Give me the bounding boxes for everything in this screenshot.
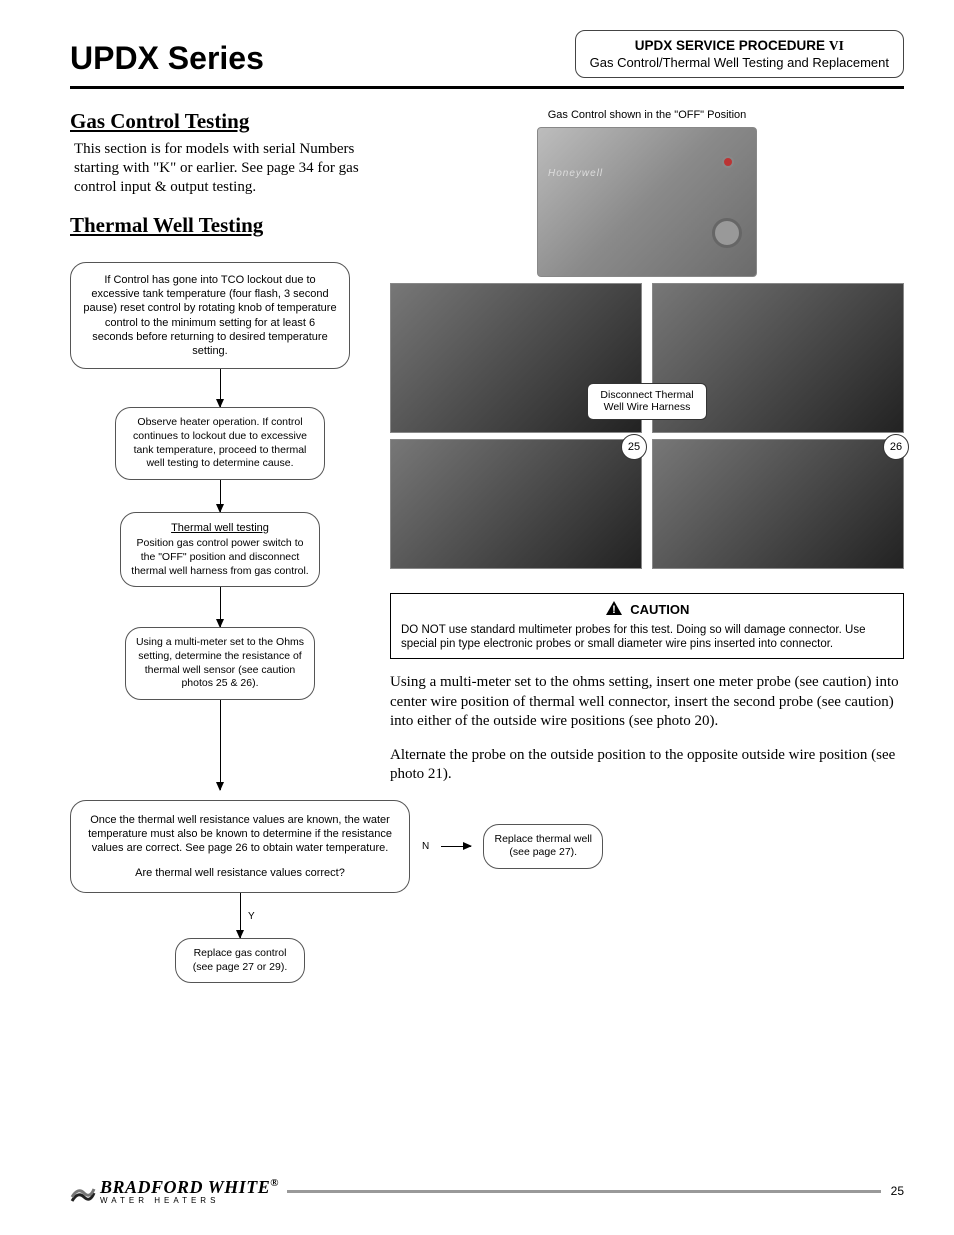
page-number: 25 [891, 1184, 904, 1198]
arrow-icon [220, 587, 221, 627]
gas-control-text: This section is for models with serial N… [74, 140, 370, 196]
arrow-icon [240, 893, 241, 938]
label-disconnect-harness: Disconnect Thermal Well Wire Harness [587, 383, 707, 420]
photo-gas-control-off: Honeywell [537, 127, 757, 277]
paragraph-multimeter: Using a multi-meter set to the ohms sett… [390, 673, 904, 732]
photo-badge-25: 25 [621, 434, 647, 460]
flow-box-multimeter: Using a multi-meter set to the Ohms sett… [125, 627, 315, 700]
footer-rule [287, 1190, 881, 1193]
page: UPDX Series UPDX SERVICE PROCEDURE VI Ga… [0, 0, 954, 1235]
warning-icon: ! [605, 600, 623, 621]
photo-26: 26 [652, 439, 904, 569]
flow-box-observe: Observe heater operation. If control con… [115, 407, 325, 480]
caution-head-text: CAUTION [630, 602, 689, 617]
flow-box-resistance-question: Are thermal well resistance values corre… [87, 866, 393, 880]
arrow-icon [220, 480, 221, 512]
photo-25: 25 [390, 439, 642, 569]
procedure-subtitle: Gas Control/Thermal Well Testing and Rep… [590, 55, 889, 72]
page-footer: BRADFORD WHITE® WATER HEATERS 25 [70, 1177, 904, 1205]
brand-name: BRADFORD WHITE® [100, 1177, 279, 1198]
photo-row-2: 25 26 [390, 439, 904, 569]
procedure-title: UPDX SERVICE PROCEDURE VI [590, 37, 889, 55]
caution-text: DO NOT use standard multimeter probes fo… [401, 623, 893, 653]
procedure-box: UPDX SERVICE PROCEDURE VI Gas Control/Th… [575, 30, 904, 78]
flow-box-replace-control: Replace gas control (see page 27 or 29). [175, 938, 305, 983]
thermal-well-heading: Thermal Well Testing [70, 213, 370, 238]
arrow-icon [441, 846, 471, 847]
photo-badge-26: 26 [883, 434, 909, 460]
flow-box-resistance-text: Once the thermal well resistance values … [87, 813, 393, 856]
flow-box-thermal-well-testing: Thermal well testing Position gas contro… [120, 512, 320, 587]
flow-box-replace-well: Replace thermal well (see page 27). [483, 824, 603, 869]
brand-name-text: BRADFORD WHITE [100, 1177, 270, 1197]
brand-logo-icon [70, 1183, 96, 1205]
control-knob-icon [712, 218, 742, 248]
caution-heading: ! CAUTION [401, 600, 893, 621]
left-column: Gas Control Testing This section is for … [70, 109, 370, 789]
paragraph-alternate: Alternate the probe on the outside posit… [390, 746, 904, 785]
flow-box-subtitle: Thermal well testing [129, 521, 311, 535]
brand-block: BRADFORD WHITE® WATER HEATERS [70, 1177, 279, 1205]
flow-label-n: N [422, 841, 429, 852]
svg-text:!: ! [612, 604, 616, 616]
series-title: UPDX Series [70, 40, 264, 77]
photo-row-1: Disconnect Thermal Well Wire Harness [390, 283, 904, 433]
flow-lower: Once the thermal well resistance values … [70, 800, 904, 983]
flow-label-y: Y [248, 911, 255, 922]
honeywell-label: Honeywell [548, 168, 603, 179]
status-led-icon [722, 156, 734, 168]
right-column: Gas Control shown in the "OFF" Position … [390, 109, 904, 789]
flow-box-tco-reset: If Control has gone into TCO lockout due… [70, 262, 350, 370]
arrow-icon [220, 369, 221, 407]
gas-control-heading: Gas Control Testing [70, 109, 370, 134]
procedure-number: VI [829, 38, 844, 53]
page-header: UPDX Series UPDX SERVICE PROCEDURE VI Ga… [70, 40, 904, 89]
flow-box-resistance-check: Once the thermal well resistance values … [70, 800, 410, 893]
main-columns: Gas Control Testing This section is for … [70, 109, 904, 789]
procedure-title-text: UPDX SERVICE PROCEDURE [635, 38, 825, 53]
caption-off-position: Gas Control shown in the "OFF" Position [547, 109, 747, 122]
flow-box-thermal-text: Position gas control power switch to the… [131, 537, 308, 576]
arrow-icon [220, 700, 221, 790]
caution-box: ! CAUTION DO NOT use standard multimeter… [390, 593, 904, 660]
